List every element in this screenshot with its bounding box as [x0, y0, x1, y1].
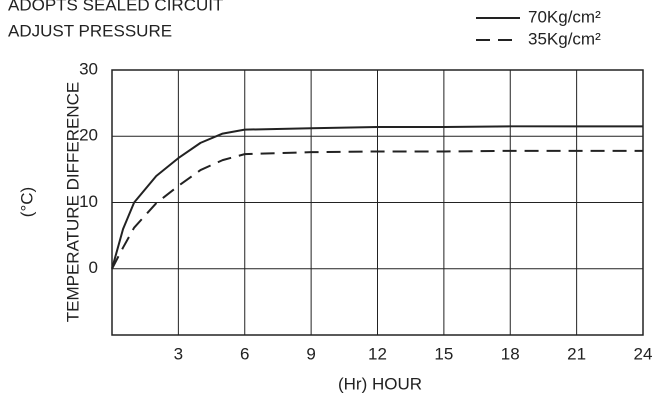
chart-title: ADJUST PRESSURE	[8, 21, 172, 40]
legend-label: 35Kg/cm²	[528, 29, 601, 48]
x-tick-label: 24	[634, 344, 653, 363]
y-tick-label: 10	[79, 192, 98, 211]
x-tick-label: 18	[501, 344, 520, 363]
y-axis-unit: (°C)	[17, 187, 36, 217]
data-line	[111, 149, 643, 270]
x-tick-label: 3	[174, 344, 183, 363]
x-tick-label: 6	[240, 344, 249, 363]
x-tick-label: 15	[434, 344, 453, 363]
x-tick-label: 21	[567, 344, 586, 363]
y-tick-label: 0	[89, 258, 98, 277]
y-axis-label: TEMPERATURE DIFFERENCE	[63, 82, 82, 323]
legend-label: 70Kg/cm²	[528, 7, 601, 26]
x-tick-label: 12	[368, 344, 387, 363]
x-tick-label: 9	[306, 344, 315, 363]
x-axis-label: (Hr) HOUR	[338, 374, 422, 393]
data-line	[111, 125, 643, 270]
y-tick-label: 30	[79, 59, 98, 78]
chart-title: ADOPTS SEALED CIRCUIT	[8, 0, 223, 14]
y-tick-label: 20	[79, 126, 98, 145]
